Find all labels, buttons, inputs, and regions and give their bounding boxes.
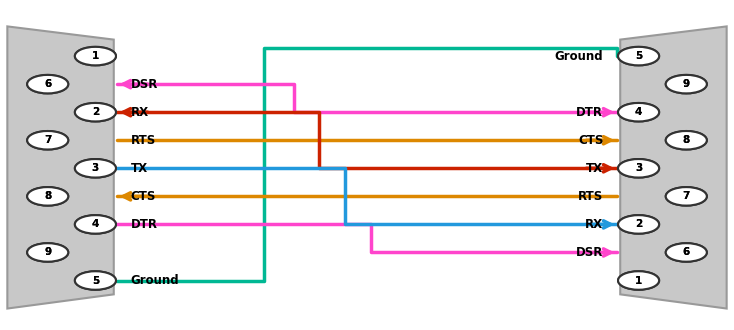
Text: 2: 2: [635, 219, 642, 229]
Circle shape: [75, 159, 116, 178]
Text: 8: 8: [44, 191, 51, 201]
Circle shape: [27, 75, 68, 93]
Circle shape: [27, 131, 68, 149]
Circle shape: [75, 215, 116, 234]
Text: 3: 3: [92, 163, 99, 173]
Text: 7: 7: [683, 191, 690, 201]
Text: 9: 9: [683, 79, 690, 89]
Circle shape: [618, 103, 659, 121]
Text: 9: 9: [44, 248, 51, 257]
Text: 2: 2: [635, 219, 642, 229]
Circle shape: [75, 47, 116, 65]
Text: RX: RX: [585, 218, 603, 231]
Text: 4: 4: [92, 219, 99, 229]
Circle shape: [27, 75, 68, 93]
Text: CTS: CTS: [131, 190, 156, 203]
Text: 7: 7: [44, 135, 51, 145]
Circle shape: [666, 187, 707, 206]
Text: 8: 8: [44, 191, 51, 201]
Circle shape: [75, 159, 116, 178]
Text: CTS: CTS: [578, 134, 603, 147]
Text: 6: 6: [44, 79, 51, 89]
Polygon shape: [620, 26, 727, 309]
Text: 6: 6: [683, 248, 690, 257]
Circle shape: [75, 215, 116, 234]
Text: DSR: DSR: [131, 78, 158, 91]
Text: 5: 5: [92, 276, 99, 285]
Text: 1: 1: [635, 276, 642, 285]
Circle shape: [75, 271, 116, 290]
Circle shape: [27, 131, 68, 149]
Text: Ground: Ground: [555, 50, 603, 63]
Text: 6: 6: [44, 79, 51, 89]
Text: RX: RX: [131, 106, 149, 119]
Text: RTS: RTS: [131, 134, 156, 147]
Circle shape: [666, 187, 707, 206]
Text: 3: 3: [635, 163, 642, 173]
Text: DTR: DTR: [576, 106, 603, 119]
Circle shape: [618, 103, 659, 121]
Circle shape: [618, 215, 659, 234]
Text: 2: 2: [92, 107, 99, 117]
Text: 4: 4: [635, 107, 642, 117]
Text: 3: 3: [92, 163, 99, 173]
Circle shape: [666, 75, 707, 93]
Circle shape: [666, 131, 707, 149]
Circle shape: [27, 187, 68, 206]
Text: 8: 8: [683, 135, 690, 145]
Text: 7: 7: [683, 191, 690, 201]
Circle shape: [27, 243, 68, 262]
Text: 7: 7: [44, 135, 51, 145]
Circle shape: [618, 47, 659, 65]
Circle shape: [75, 47, 116, 65]
Text: 4: 4: [635, 107, 642, 117]
Circle shape: [618, 47, 659, 65]
Text: 5: 5: [92, 276, 99, 285]
Circle shape: [27, 187, 68, 206]
Text: TX: TX: [586, 162, 603, 175]
Circle shape: [666, 131, 707, 149]
Text: 1: 1: [635, 276, 642, 285]
Circle shape: [618, 159, 659, 178]
Circle shape: [666, 243, 707, 262]
Text: 4: 4: [92, 219, 99, 229]
Text: 6: 6: [683, 248, 690, 257]
Text: RTS: RTS: [578, 190, 603, 203]
Text: Ground: Ground: [131, 274, 179, 287]
Text: 5: 5: [635, 51, 642, 61]
Circle shape: [618, 271, 659, 290]
Text: 5: 5: [635, 51, 642, 61]
Text: 1: 1: [92, 51, 99, 61]
Circle shape: [666, 243, 707, 262]
Circle shape: [27, 243, 68, 262]
Circle shape: [75, 103, 116, 121]
Circle shape: [75, 271, 116, 290]
Text: DTR: DTR: [131, 218, 158, 231]
Text: 9: 9: [44, 248, 51, 257]
Text: DSR: DSR: [576, 246, 603, 259]
Circle shape: [618, 271, 659, 290]
Circle shape: [666, 75, 707, 93]
Polygon shape: [7, 26, 114, 309]
Text: 8: 8: [683, 135, 690, 145]
Text: TX: TX: [131, 162, 148, 175]
Text: 1: 1: [92, 51, 99, 61]
Text: 9: 9: [683, 79, 690, 89]
Text: 2: 2: [92, 107, 99, 117]
Circle shape: [618, 159, 659, 178]
Circle shape: [618, 215, 659, 234]
Text: 3: 3: [635, 163, 642, 173]
Circle shape: [75, 103, 116, 121]
